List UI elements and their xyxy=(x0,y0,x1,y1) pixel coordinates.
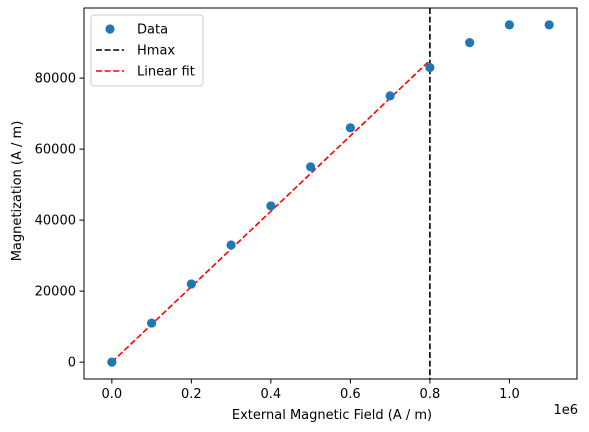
data-point xyxy=(385,91,395,101)
plot-content xyxy=(107,8,554,379)
y-tick-label: 40000 xyxy=(35,214,76,229)
data-point xyxy=(186,279,196,289)
data-point xyxy=(465,38,475,48)
linear-fit-line xyxy=(111,59,431,363)
x-axis-offset-text: 1e6 xyxy=(553,403,578,418)
legend-data-label: Data xyxy=(137,23,168,38)
legend-hmax-label: Hmax xyxy=(137,44,175,59)
data-point xyxy=(146,318,157,328)
plot-area xyxy=(107,8,554,379)
x-tick-label: 0.2 xyxy=(181,387,202,402)
x-tick-label: 0.6 xyxy=(340,387,361,402)
axes-frame xyxy=(83,7,578,380)
data-point xyxy=(425,62,435,73)
x-tick-label: 0.0 xyxy=(101,387,122,402)
data-point xyxy=(544,20,554,30)
data-point xyxy=(266,201,276,211)
y-tick-label: 80000 xyxy=(35,72,76,87)
x-axis-label: External Magnetic Field (A / m) xyxy=(232,408,432,423)
x-tick-label: 1.0 xyxy=(499,387,520,402)
axes: 0.0 0.2 0.4 0.6 0.8 1.0 0 20000 40000 60000 80000 xyxy=(35,7,578,402)
data-point xyxy=(504,20,515,30)
legend-box xyxy=(90,14,204,87)
data-point xyxy=(226,240,236,250)
data-point xyxy=(107,357,117,367)
data-point xyxy=(345,123,355,133)
legend-data-marker xyxy=(105,24,115,34)
x-tick-label: 0.4 xyxy=(261,387,282,402)
y-tick-label: 60000 xyxy=(35,143,76,158)
y-axis-label: Magnetization (A / m) xyxy=(10,121,25,262)
y-tick-label: 20000 xyxy=(35,285,76,300)
legend-fit-label: Linear fit xyxy=(137,65,195,80)
x-tick-label: 0.8 xyxy=(420,387,441,402)
legend: Data Hmax Linear fit xyxy=(90,14,204,87)
y-tick-label: 0 xyxy=(68,356,76,371)
data-point xyxy=(306,162,316,172)
